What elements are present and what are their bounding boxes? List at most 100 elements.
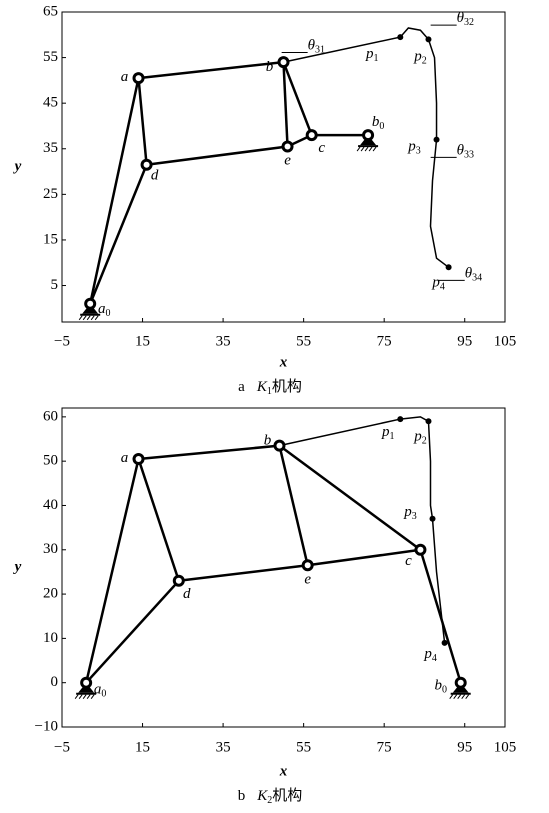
node-label: a [121, 450, 129, 466]
node-label-main: b [266, 60, 274, 76]
node-label: a [121, 70, 129, 86]
node-label-main: p [423, 646, 432, 662]
plot-frame [61, 407, 506, 728]
node-label: p1 [381, 425, 395, 443]
angle-label-sub: 31 [315, 45, 325, 56]
node-label-sub: 0 [105, 308, 110, 319]
joint-hole [304, 562, 311, 569]
ground-hatch [94, 315, 99, 321]
link [89, 164, 148, 305]
y-tick-label: 60 [43, 408, 58, 424]
angle-label: θ33 [457, 143, 474, 161]
link [85, 579, 180, 684]
angle-label-sub: 34 [472, 273, 482, 284]
joint-hole [135, 75, 142, 82]
joint-hole [87, 300, 94, 307]
coupler-curve [283, 27, 450, 268]
link [278, 445, 309, 566]
caption-letter: a [238, 379, 245, 395]
x-tick-label: 55 [296, 333, 311, 349]
ground-hatch [360, 146, 365, 152]
ground-hatch [74, 694, 79, 699]
trace-point [425, 36, 432, 43]
y-tick-label: 65 [43, 3, 58, 19]
y-axis-label: y [13, 158, 22, 174]
y-tick-label: 5 [51, 277, 59, 293]
angle-label-sub: 33 [464, 150, 474, 161]
node-label: b [264, 433, 272, 449]
node-label-main: c [405, 553, 412, 569]
node-label: a0 [98, 301, 111, 319]
y-tick-label: 15 [43, 231, 58, 247]
joint-hole [175, 577, 182, 584]
node-label-sub: 0 [379, 121, 384, 132]
joint-hole [276, 442, 283, 449]
node-label: d [151, 168, 159, 184]
node-label: p4 [423, 646, 437, 664]
x-tick-label: 35 [216, 333, 231, 349]
trace-point [429, 515, 436, 522]
y-tick-label: 0 [51, 674, 59, 690]
angle-label: θ34 [465, 266, 482, 284]
ground-hatch [364, 146, 369, 152]
link [282, 61, 313, 136]
x-tick-label: 105 [494, 739, 517, 755]
x-tick-label: 75 [377, 739, 392, 755]
ground-hatch [82, 694, 87, 699]
link [137, 77, 148, 165]
y-axis-label: y [13, 559, 22, 575]
x-tick-label: 105 [494, 333, 517, 349]
angle-label-sub: 32 [464, 17, 474, 28]
caption-suffix: 机构 [272, 787, 302, 804]
ground-hatch [78, 315, 83, 321]
x-tick-label: −5 [54, 739, 70, 755]
y-tick-label: 45 [43, 95, 58, 111]
trace-point [397, 416, 404, 423]
y-tick-label: 50 [43, 453, 58, 469]
x-tick-label: 15 [135, 333, 150, 349]
joint-hole [135, 455, 142, 462]
node-label-sub: 0 [442, 685, 447, 696]
node-label-sub: 2 [422, 436, 427, 447]
node-label: p4 [431, 275, 445, 293]
link [88, 77, 140, 305]
caption-name: K [256, 379, 268, 395]
y-tick-label: 20 [43, 586, 58, 602]
node-label-main: e [304, 572, 311, 588]
node-label-main: d [151, 168, 159, 184]
caption-letter: b [238, 788, 246, 804]
node-label-main: b [264, 433, 272, 449]
node-label: c [318, 141, 325, 157]
node-label-sub: 0 [101, 689, 106, 700]
x-tick-label: 95 [457, 333, 472, 349]
x-tick-label: 75 [377, 333, 392, 349]
trace-point [441, 639, 448, 646]
y-tick-label: 10 [43, 630, 58, 646]
node-label: e [304, 572, 311, 588]
link [278, 444, 422, 551]
node-label-sub: 4 [440, 282, 445, 293]
node-label-main: a [121, 450, 129, 466]
node-label: a0 [94, 682, 107, 700]
node-label: c [405, 553, 412, 569]
x-tick-label: 95 [457, 739, 472, 755]
node-label-main: b [434, 678, 442, 694]
ground-hatch [86, 694, 91, 699]
ground-hatch [90, 315, 95, 321]
angle-label-main: θ [465, 266, 473, 282]
link [419, 549, 462, 684]
x-tick-label: 35 [216, 739, 231, 755]
ground-hatch [465, 694, 470, 699]
y-tick-label: 25 [43, 186, 58, 202]
coupler-curve [279, 416, 446, 643]
ground-hatch [82, 315, 87, 321]
caption: b K2机构 [238, 787, 303, 806]
y-tick-label: 55 [43, 49, 58, 65]
joint-hole [365, 132, 372, 139]
node-label-main: a [121, 70, 129, 86]
trace-point [425, 418, 432, 425]
ground-hatch [457, 694, 462, 699]
node-label-main: p [413, 49, 422, 65]
link [84, 458, 140, 683]
